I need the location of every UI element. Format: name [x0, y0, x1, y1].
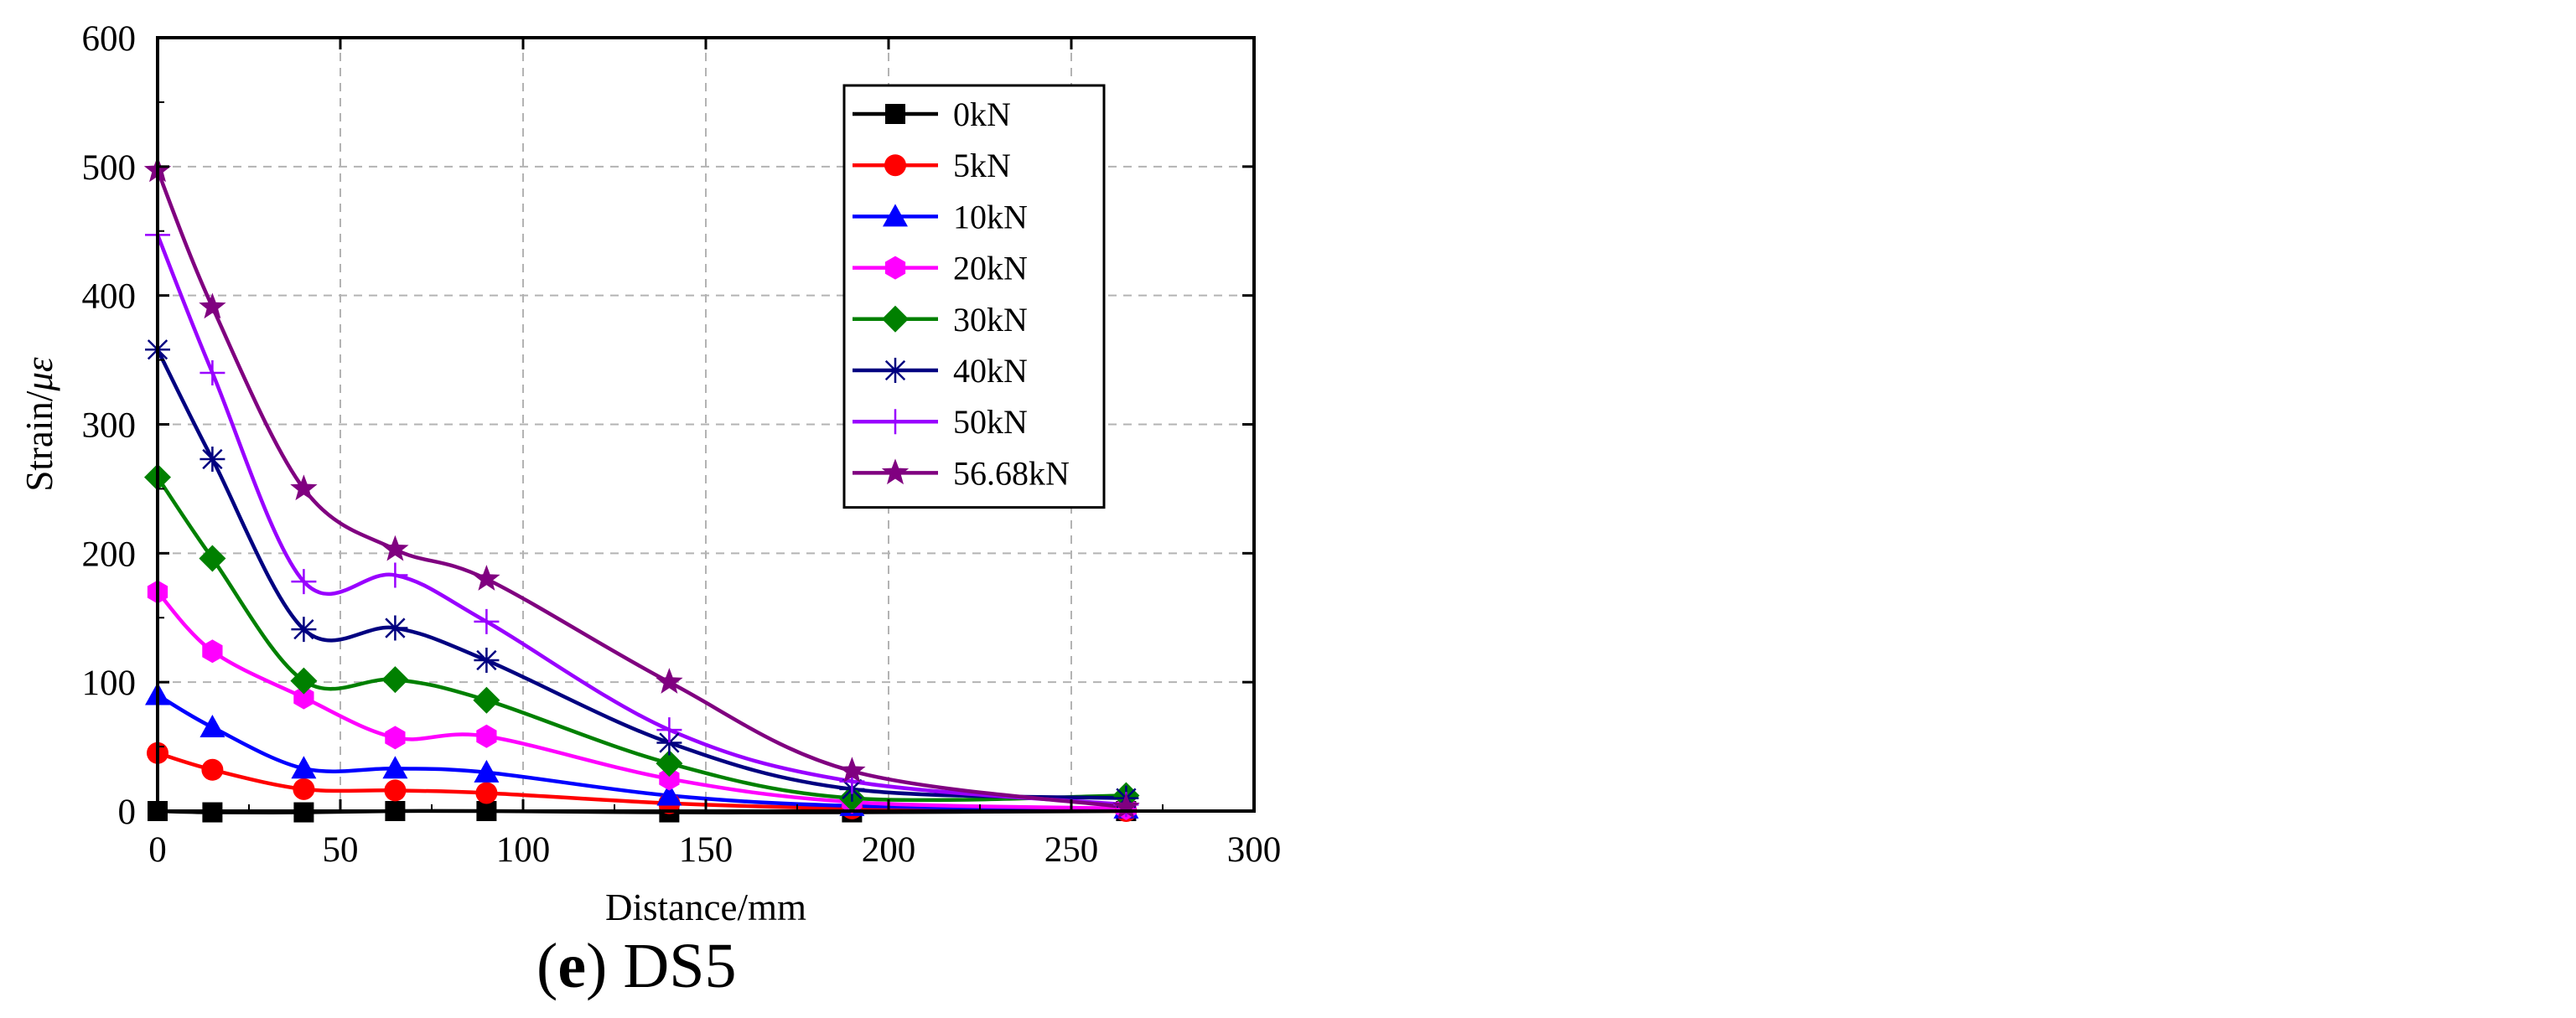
- x-tick-label: 200: [862, 830, 916, 870]
- y-axis-title-unit: με: [18, 357, 60, 392]
- legend-box: [842, 84, 1106, 509]
- data-point: [202, 639, 223, 664]
- legend-marker: [883, 204, 908, 227]
- data-point: [199, 292, 226, 319]
- y-tick-label: 600: [82, 19, 137, 59]
- data-point: [475, 782, 498, 804]
- y-tick-label: 200: [82, 535, 137, 574]
- series-line: [157, 751, 1127, 814]
- x-tick-label: 50: [323, 830, 359, 870]
- x-axis-title: Distance/mm: [605, 886, 806, 928]
- data-point: [382, 615, 408, 641]
- legend-label: 40kN: [953, 352, 1028, 390]
- data-point: [474, 608, 500, 634]
- data-point: [656, 668, 683, 694]
- legend-label: 0kN: [953, 96, 1011, 133]
- data-point: [291, 569, 317, 595]
- data-point: [656, 750, 683, 778]
- legend: 0kN 5kN 10kN 20kN 30kN 40kN 50kN 56.68kN: [842, 84, 1106, 509]
- legend-label: 30kN: [953, 301, 1028, 338]
- legend-label: 10kN: [953, 198, 1028, 235]
- data-point: [200, 359, 225, 385]
- data-point: [199, 545, 226, 572]
- data-point: [474, 648, 500, 674]
- figure-caption: (e) DS5: [536, 931, 737, 1001]
- data-point: [473, 565, 500, 591]
- y-axis-title: Strain/με: [18, 357, 60, 492]
- data-point: [290, 474, 318, 501]
- y-tick-label: 400: [82, 277, 137, 317]
- data-point: [476, 724, 497, 748]
- y-tick-label: 500: [82, 148, 137, 188]
- data-point: [381, 535, 409, 561]
- data-point: [656, 783, 682, 806]
- data-point: [474, 759, 500, 783]
- y-tick-label: 300: [82, 406, 137, 446]
- data-point: [291, 617, 317, 643]
- data-point: [384, 779, 407, 802]
- data-point: [385, 726, 406, 750]
- y-axis-title-text: Strain/: [18, 390, 60, 491]
- x-tick-label: 250: [1044, 830, 1099, 870]
- series-line: [156, 693, 1127, 811]
- legend-label: 50kN: [953, 403, 1028, 441]
- tick-labels: 0 50 100 150 200 250 300 0 100 200 300 400 500 600: [82, 19, 1282, 870]
- data-point: [656, 730, 682, 756]
- x-tick-label: 0: [148, 830, 167, 870]
- x-tick-label: 150: [679, 830, 733, 870]
- data-point: [290, 667, 318, 695]
- x-tick-label: 100: [496, 830, 551, 870]
- data-point: [291, 756, 317, 779]
- data-point: [1112, 793, 1140, 819]
- data-point: [293, 685, 314, 710]
- data-point: [381, 666, 409, 694]
- legend-marker: [881, 458, 910, 485]
- caption-panel-letter: e: [557, 931, 587, 1001]
- legend-marker: [885, 104, 905, 124]
- data-point: [656, 717, 682, 743]
- data-point: [838, 757, 866, 783]
- axis-ticks: [156, 36, 1256, 813]
- legend-label: 20kN: [953, 250, 1028, 287]
- legend-marker: [883, 409, 908, 435]
- legend-label: 56.68kN: [953, 454, 1070, 492]
- data-point: [201, 758, 224, 781]
- data-point: [293, 778, 315, 800]
- legend-marker: [884, 154, 906, 177]
- data-point: [200, 447, 225, 473]
- data-point: [200, 715, 225, 738]
- y-tick-label: 0: [118, 793, 137, 832]
- data-point: [382, 562, 408, 588]
- legend-label: 5kN: [953, 147, 1011, 184]
- x-tick-label: 300: [1227, 830, 1282, 870]
- legend-marker: [884, 256, 906, 280]
- data-point: [659, 767, 680, 791]
- y-tick-label: 100: [82, 664, 137, 703]
- data-point: [473, 686, 500, 714]
- data-point: [382, 756, 408, 779]
- legend-marker: [883, 358, 908, 383]
- legend-marker: [882, 305, 909, 333]
- caption-panel-name: DS5: [623, 931, 737, 1001]
